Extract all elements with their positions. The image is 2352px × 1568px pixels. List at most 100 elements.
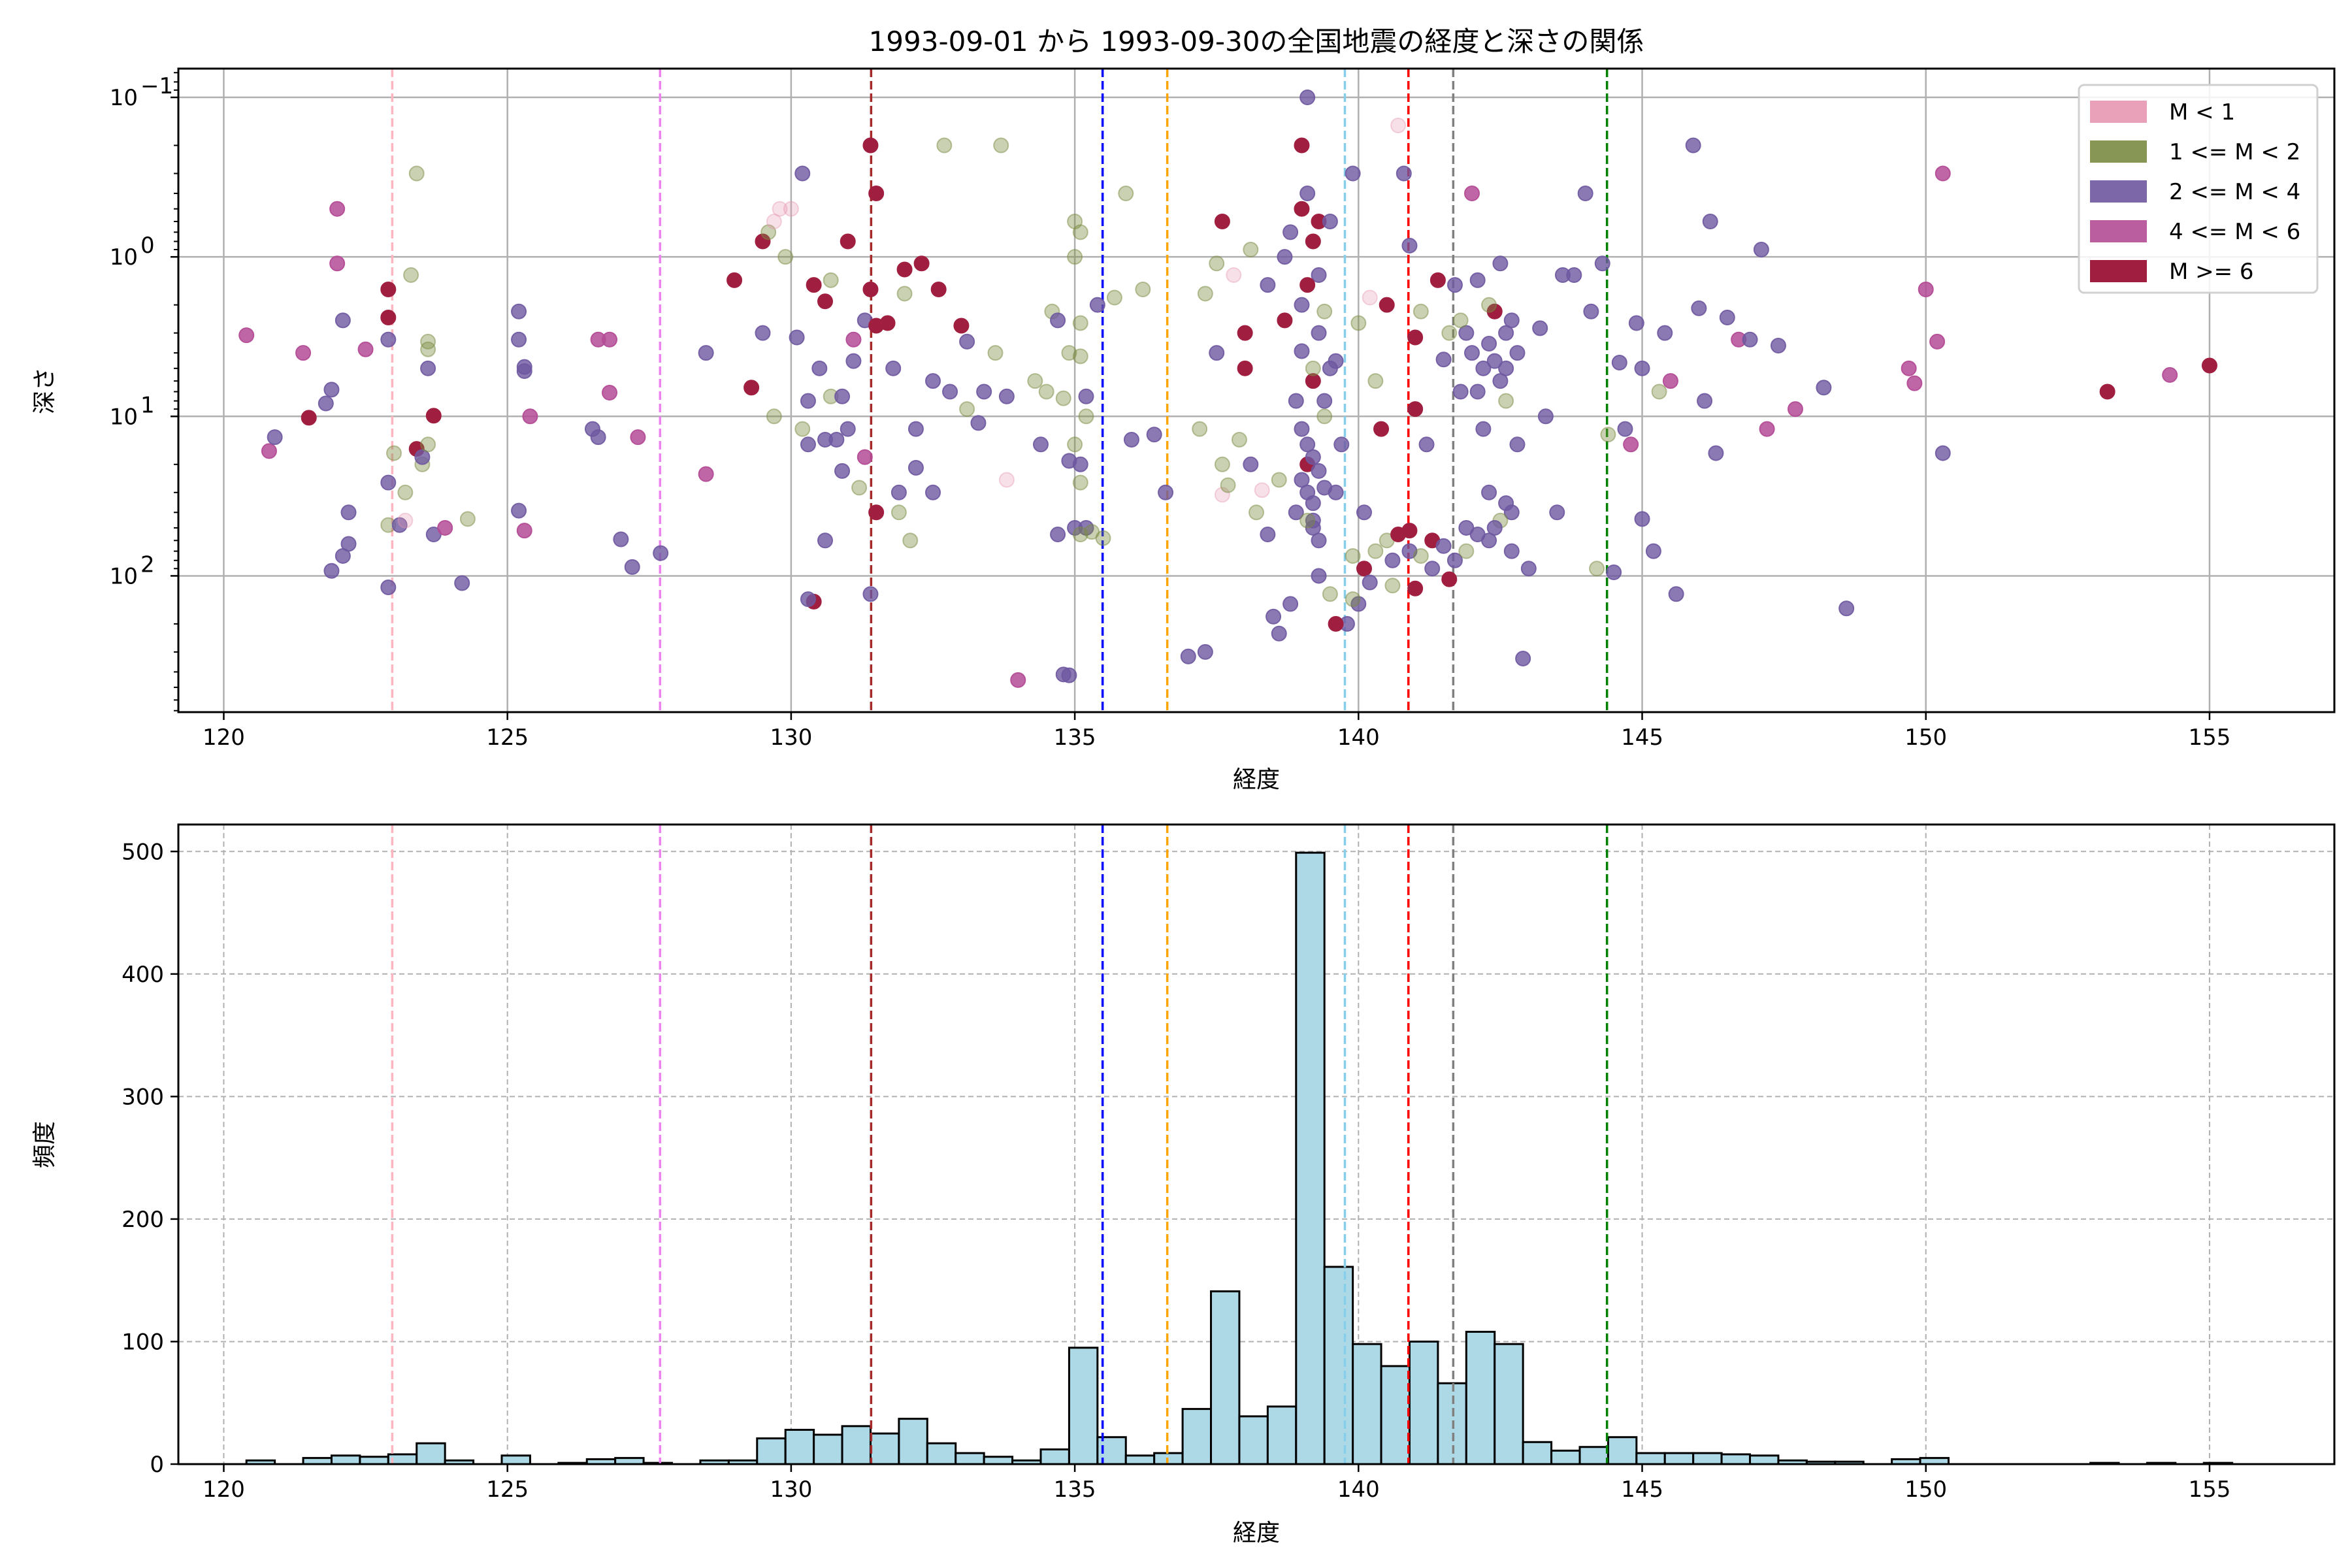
scatter-point — [1498, 325, 1514, 341]
scatter-point — [1697, 393, 1713, 409]
scatter-point — [403, 267, 419, 283]
scatter-point — [1067, 436, 1083, 453]
scatter-point — [959, 333, 975, 350]
scatter-point — [1396, 165, 1412, 182]
histogram-y-label: 頻度 — [31, 1121, 58, 1168]
scatter-point — [1294, 421, 1310, 437]
scatter-point — [1424, 561, 1441, 577]
scatter-point — [1759, 421, 1775, 437]
scatter-x-tick-label: 135 — [1054, 725, 1096, 751]
scatter-point — [1305, 449, 1321, 465]
scatter-point — [902, 532, 919, 549]
scatter-point — [1231, 431, 1247, 448]
scatter-point — [896, 261, 913, 278]
scatter-point — [766, 214, 782, 230]
scatter-point — [1311, 532, 1327, 549]
scatter-point — [959, 401, 975, 417]
scatter-point — [1498, 393, 1514, 409]
scatter-point — [1356, 504, 1372, 521]
scatter-y-label: 深さ — [31, 367, 58, 414]
scatter-point — [890, 504, 907, 521]
scatter-point — [397, 484, 414, 500]
scatter-point — [335, 312, 351, 329]
scatter-point — [1311, 568, 1327, 584]
scatter-point — [1072, 348, 1088, 365]
histogram-x-tick-label: 120 — [203, 1477, 245, 1503]
scatter-point — [1305, 233, 1321, 250]
scatter-point — [1413, 303, 1429, 319]
scatter-point — [1294, 137, 1310, 154]
scatter-point — [907, 421, 924, 437]
scatter-point — [1464, 345, 1480, 361]
histogram-bar — [983, 1456, 1014, 1465]
histogram-bar — [1494, 1343, 1524, 1465]
scatter-y-tick-exponent: 2 — [140, 551, 155, 578]
scatter-point — [1509, 436, 1526, 453]
scatter-point — [1492, 255, 1509, 272]
scatter-point — [1702, 214, 1718, 230]
scatter-point — [1260, 277, 1276, 293]
histogram-x-tick-label: 145 — [1621, 1477, 1663, 1503]
scatter-point — [1158, 484, 1174, 500]
histogram-y-tick-label: 0 — [150, 1452, 164, 1478]
scatter-point — [602, 331, 617, 348]
histogram-bar — [1522, 1441, 1553, 1465]
scatter-point — [1589, 561, 1605, 577]
histogram-bar — [869, 1432, 900, 1465]
scatter-point — [1243, 242, 1259, 258]
scatter-point — [794, 165, 811, 182]
scatter-point — [516, 363, 532, 379]
scatter-x-tick-label: 125 — [486, 725, 529, 751]
scatter-point — [1311, 325, 1327, 341]
scatter-point — [653, 545, 669, 561]
scatter-point — [1435, 538, 1452, 554]
scatter-point — [789, 329, 805, 346]
scatter-point — [1390, 527, 1407, 543]
scatter-point — [1299, 436, 1316, 453]
scatter-point — [511, 303, 527, 319]
scatter-point — [1742, 331, 1758, 348]
scatter-point — [1549, 504, 1565, 521]
scatter-point — [1486, 519, 1503, 536]
scatter-point — [2201, 357, 2217, 374]
scatter-point — [1078, 408, 1094, 425]
scatter-point — [1486, 353, 1503, 369]
histogram-y-tick-label: 100 — [122, 1329, 164, 1355]
scatter-point — [1288, 393, 1304, 409]
legend-item: M < 1 — [2090, 99, 2235, 125]
scatter-point — [1072, 456, 1088, 472]
scatter-point — [1305, 360, 1321, 376]
scatter-point — [834, 388, 851, 404]
scatter-point — [261, 443, 277, 459]
scatter-point — [1180, 648, 1196, 664]
scatter-point — [1294, 201, 1310, 217]
histogram-bar — [1607, 1436, 1638, 1465]
scatter-point — [1072, 224, 1088, 240]
scatter-point — [2099, 384, 2115, 400]
scatter-point — [1458, 325, 1475, 341]
scatter-point — [913, 255, 930, 272]
histogram-bar — [416, 1442, 446, 1465]
scatter-point — [755, 233, 771, 250]
legend-label: 1 <= M < 2 — [2169, 139, 2300, 165]
legend-swatch — [2090, 180, 2147, 203]
scatter-point — [1429, 272, 1446, 288]
scatter-point — [1481, 297, 1497, 313]
scatter-point — [1266, 608, 1282, 625]
scatter-point — [862, 586, 879, 602]
scatter-point — [1918, 282, 1934, 298]
scatter-point — [925, 373, 941, 389]
scatter-point — [624, 559, 640, 575]
scatter-point — [295, 345, 312, 361]
scatter-point — [420, 436, 436, 453]
scatter-point — [380, 579, 397, 595]
scatter-point — [1668, 586, 1684, 602]
scatter-point — [1050, 527, 1066, 543]
scatter-point — [851, 480, 868, 496]
scatter-point — [1254, 482, 1270, 498]
scatter-point — [1197, 286, 1213, 302]
scatter-point — [1362, 574, 1378, 591]
scatter-point — [1509, 345, 1526, 361]
scatter-point — [1520, 561, 1537, 577]
